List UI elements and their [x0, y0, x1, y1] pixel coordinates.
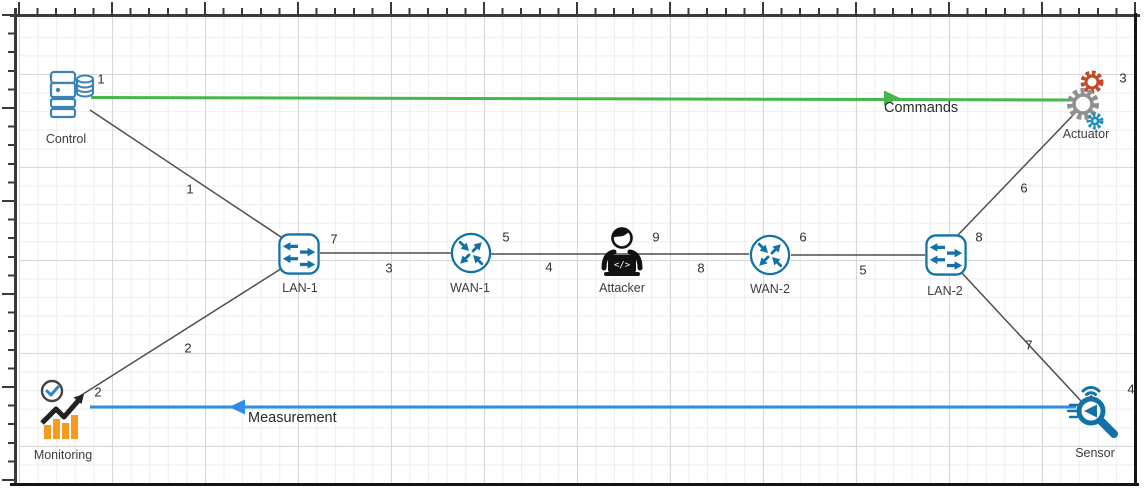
canvas-border-bottom: [10, 483, 1139, 486]
link-number-lan2-sensor: 7: [1025, 337, 1033, 353]
node-label-monitoring: Monitoring: [33, 448, 93, 462]
ruler-major-ticks: [10, 2, 1140, 14]
port-number-control: 1: [97, 71, 105, 87]
node-lan2[interactable]: [925, 234, 967, 276]
gears-icon: [1067, 70, 1104, 130]
ruler-horizontal: [10, 2, 1140, 17]
node-label-lan2: LAN-2: [927, 284, 963, 298]
link-number-wan1-attacker: 4: [545, 259, 553, 275]
port-number-actuator: 3: [1119, 70, 1127, 86]
node-label-actuator: Actuator: [1062, 127, 1110, 141]
router-icon: [749, 234, 791, 276]
node-label-sensor: Sensor: [1075, 446, 1115, 460]
node-attacker[interactable]: </>: [594, 226, 650, 282]
node-label-wan1: WAN-1: [450, 281, 490, 295]
node-lan1[interactable]: [278, 233, 320, 275]
node-control[interactable]: [48, 70, 94, 122]
node-label-control: Control: [45, 132, 87, 146]
node-monitoring[interactable]: [38, 377, 94, 441]
node-sensor[interactable]: [1061, 379, 1125, 443]
port-number-attacker: 9: [652, 229, 660, 245]
laptop-code-text: </>: [614, 261, 631, 271]
node-actuator[interactable]: [1056, 68, 1116, 132]
port-number-wan2: 6: [799, 229, 807, 245]
switch-icon: [925, 234, 967, 276]
port-number-lan1: 7: [330, 231, 338, 247]
link-lan2-sensor[interactable]: [960, 271, 1082, 402]
node-label-wan2: WAN-2: [750, 282, 790, 296]
link-lan2-actuator[interactable]: [956, 109, 1079, 237]
node-wan2[interactable]: [749, 234, 791, 276]
node-label-lan1: LAN-1: [282, 281, 318, 295]
link-control-lan1[interactable]: [89, 109, 288, 242]
measurement-flow-label[interactable]: Measurement: [248, 410, 337, 426]
hacker-icon: </>: [601, 227, 643, 276]
canvas-border-right: [1134, 13, 1137, 486]
link-number-lan2-actuator: 6: [1020, 180, 1028, 196]
node-wan1[interactable]: [450, 232, 492, 274]
flow-commands-line[interactable]: [90, 96, 1073, 102]
measurement-arrowhead-icon: [229, 399, 245, 415]
router-icon: [450, 232, 492, 274]
server-database-icon: [49, 70, 94, 119]
gauge-magnifier-icon: [1066, 386, 1118, 438]
port-number-monitoring: 2: [94, 384, 102, 400]
commands-arrowhead-icon: [884, 90, 900, 106]
port-number-sensor: 4: [1127, 381, 1135, 397]
node-label-attacker: Attacker: [599, 281, 645, 295]
link-monitoring-lan1[interactable]: [79, 264, 288, 397]
link-number-lan1-wan1: 3: [385, 260, 393, 276]
chart-check-icon: [40, 379, 84, 439]
link-number-attacker-wan2: 8: [697, 260, 705, 276]
ruler-major-ticks: [2, 8, 14, 485]
link-number-wan2-lan2: 5: [859, 262, 867, 278]
ruler-vertical: [2, 8, 17, 485]
port-number-wan1: 5: [502, 229, 510, 245]
port-number-lan2: 8: [975, 229, 983, 245]
commands-flow-label[interactable]: Commands: [884, 100, 959, 116]
link-number-monitoring-lan1: 2: [184, 340, 192, 356]
link-number-control-lan1: 1: [186, 181, 194, 197]
switch-icon: [278, 233, 320, 275]
